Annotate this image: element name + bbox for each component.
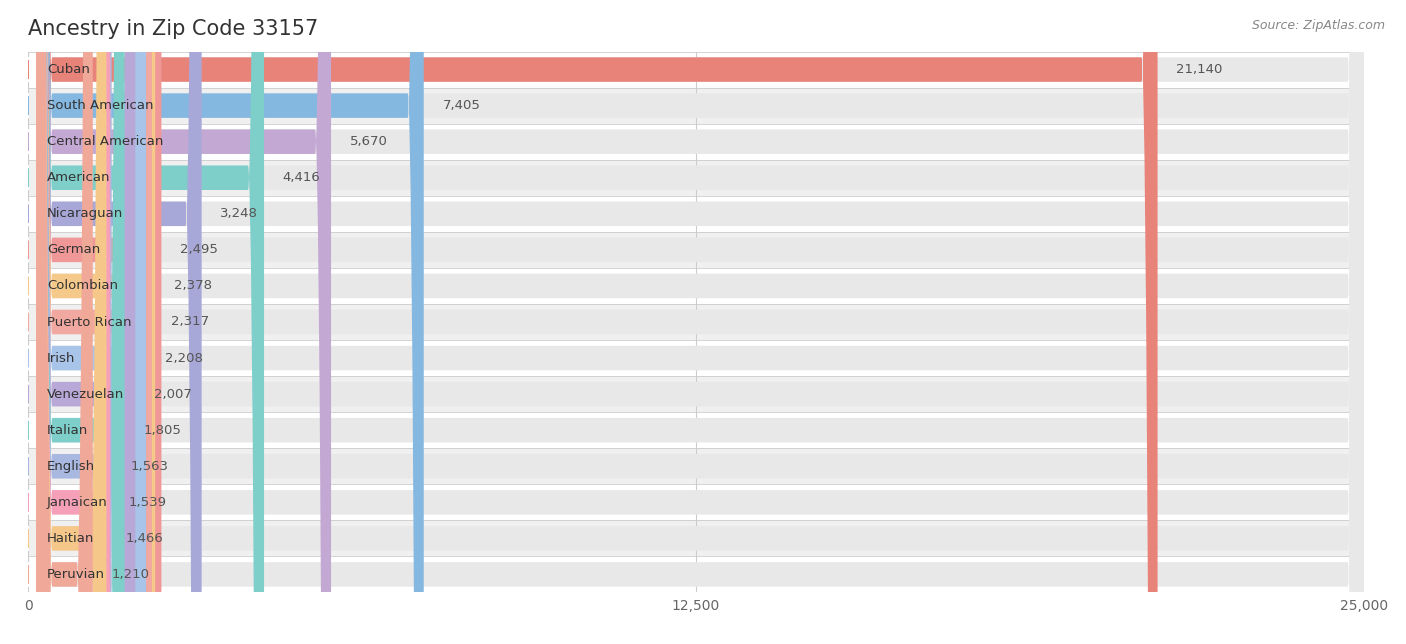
FancyBboxPatch shape [37, 0, 423, 644]
Text: 1,466: 1,466 [125, 532, 163, 545]
FancyBboxPatch shape [28, 268, 1364, 304]
FancyBboxPatch shape [37, 0, 125, 644]
FancyBboxPatch shape [37, 0, 93, 644]
FancyBboxPatch shape [37, 0, 155, 644]
FancyBboxPatch shape [37, 0, 1364, 644]
Text: 5,670: 5,670 [350, 135, 388, 148]
Text: German: German [46, 243, 100, 256]
Text: Colombian: Colombian [46, 279, 118, 292]
Text: 21,140: 21,140 [1177, 63, 1223, 76]
FancyBboxPatch shape [37, 0, 107, 644]
FancyBboxPatch shape [28, 304, 1364, 340]
FancyBboxPatch shape [28, 232, 1364, 268]
FancyBboxPatch shape [37, 0, 1364, 644]
Text: Cuban: Cuban [46, 63, 90, 76]
FancyBboxPatch shape [37, 0, 1364, 644]
Text: 7,405: 7,405 [443, 99, 481, 112]
FancyBboxPatch shape [37, 0, 1364, 644]
Text: Haitian: Haitian [46, 532, 94, 545]
Text: American: American [46, 171, 110, 184]
Text: 1,539: 1,539 [129, 496, 167, 509]
FancyBboxPatch shape [37, 0, 201, 644]
Text: 1,210: 1,210 [111, 568, 149, 581]
FancyBboxPatch shape [28, 484, 1364, 520]
Text: 4,416: 4,416 [283, 171, 321, 184]
FancyBboxPatch shape [28, 448, 1364, 484]
FancyBboxPatch shape [28, 196, 1364, 232]
Text: 3,248: 3,248 [221, 207, 259, 220]
FancyBboxPatch shape [28, 160, 1364, 196]
FancyBboxPatch shape [37, 0, 135, 644]
FancyBboxPatch shape [37, 0, 1364, 644]
Text: 2,495: 2,495 [180, 243, 218, 256]
Text: 2,317: 2,317 [170, 316, 208, 328]
FancyBboxPatch shape [37, 0, 1364, 644]
FancyBboxPatch shape [37, 0, 1364, 644]
FancyBboxPatch shape [37, 0, 1364, 644]
Text: Italian: Italian [46, 424, 89, 437]
FancyBboxPatch shape [37, 0, 111, 644]
Text: Jamaican: Jamaican [46, 496, 108, 509]
FancyBboxPatch shape [28, 124, 1364, 160]
Text: 1,805: 1,805 [143, 424, 181, 437]
FancyBboxPatch shape [37, 0, 146, 644]
FancyBboxPatch shape [28, 340, 1364, 376]
Text: Ancestry in Zip Code 33157: Ancestry in Zip Code 33157 [28, 19, 318, 39]
FancyBboxPatch shape [37, 0, 330, 644]
Text: 2,378: 2,378 [174, 279, 212, 292]
FancyBboxPatch shape [28, 52, 1364, 88]
FancyBboxPatch shape [37, 0, 1157, 644]
FancyBboxPatch shape [37, 0, 1364, 644]
Text: Source: ZipAtlas.com: Source: ZipAtlas.com [1251, 19, 1385, 32]
Text: Nicaraguan: Nicaraguan [46, 207, 124, 220]
Text: Irish: Irish [46, 352, 75, 365]
FancyBboxPatch shape [28, 376, 1364, 412]
FancyBboxPatch shape [37, 0, 264, 644]
Text: 2,208: 2,208 [165, 352, 202, 365]
FancyBboxPatch shape [28, 520, 1364, 556]
Text: Puerto Rican: Puerto Rican [46, 316, 131, 328]
Text: Central American: Central American [46, 135, 163, 148]
FancyBboxPatch shape [37, 0, 1364, 644]
Text: Peruvian: Peruvian [46, 568, 105, 581]
FancyBboxPatch shape [37, 0, 162, 644]
FancyBboxPatch shape [28, 412, 1364, 448]
FancyBboxPatch shape [37, 0, 1364, 644]
Text: English: English [46, 460, 96, 473]
FancyBboxPatch shape [37, 0, 1364, 644]
Text: 1,563: 1,563 [131, 460, 169, 473]
FancyBboxPatch shape [37, 0, 1364, 644]
FancyBboxPatch shape [28, 88, 1364, 124]
Text: South American: South American [46, 99, 153, 112]
Text: Venezuelan: Venezuelan [46, 388, 124, 401]
FancyBboxPatch shape [37, 0, 1364, 644]
Text: 2,007: 2,007 [155, 388, 193, 401]
FancyBboxPatch shape [37, 0, 152, 644]
FancyBboxPatch shape [28, 556, 1364, 592]
FancyBboxPatch shape [37, 0, 1364, 644]
FancyBboxPatch shape [37, 0, 110, 644]
